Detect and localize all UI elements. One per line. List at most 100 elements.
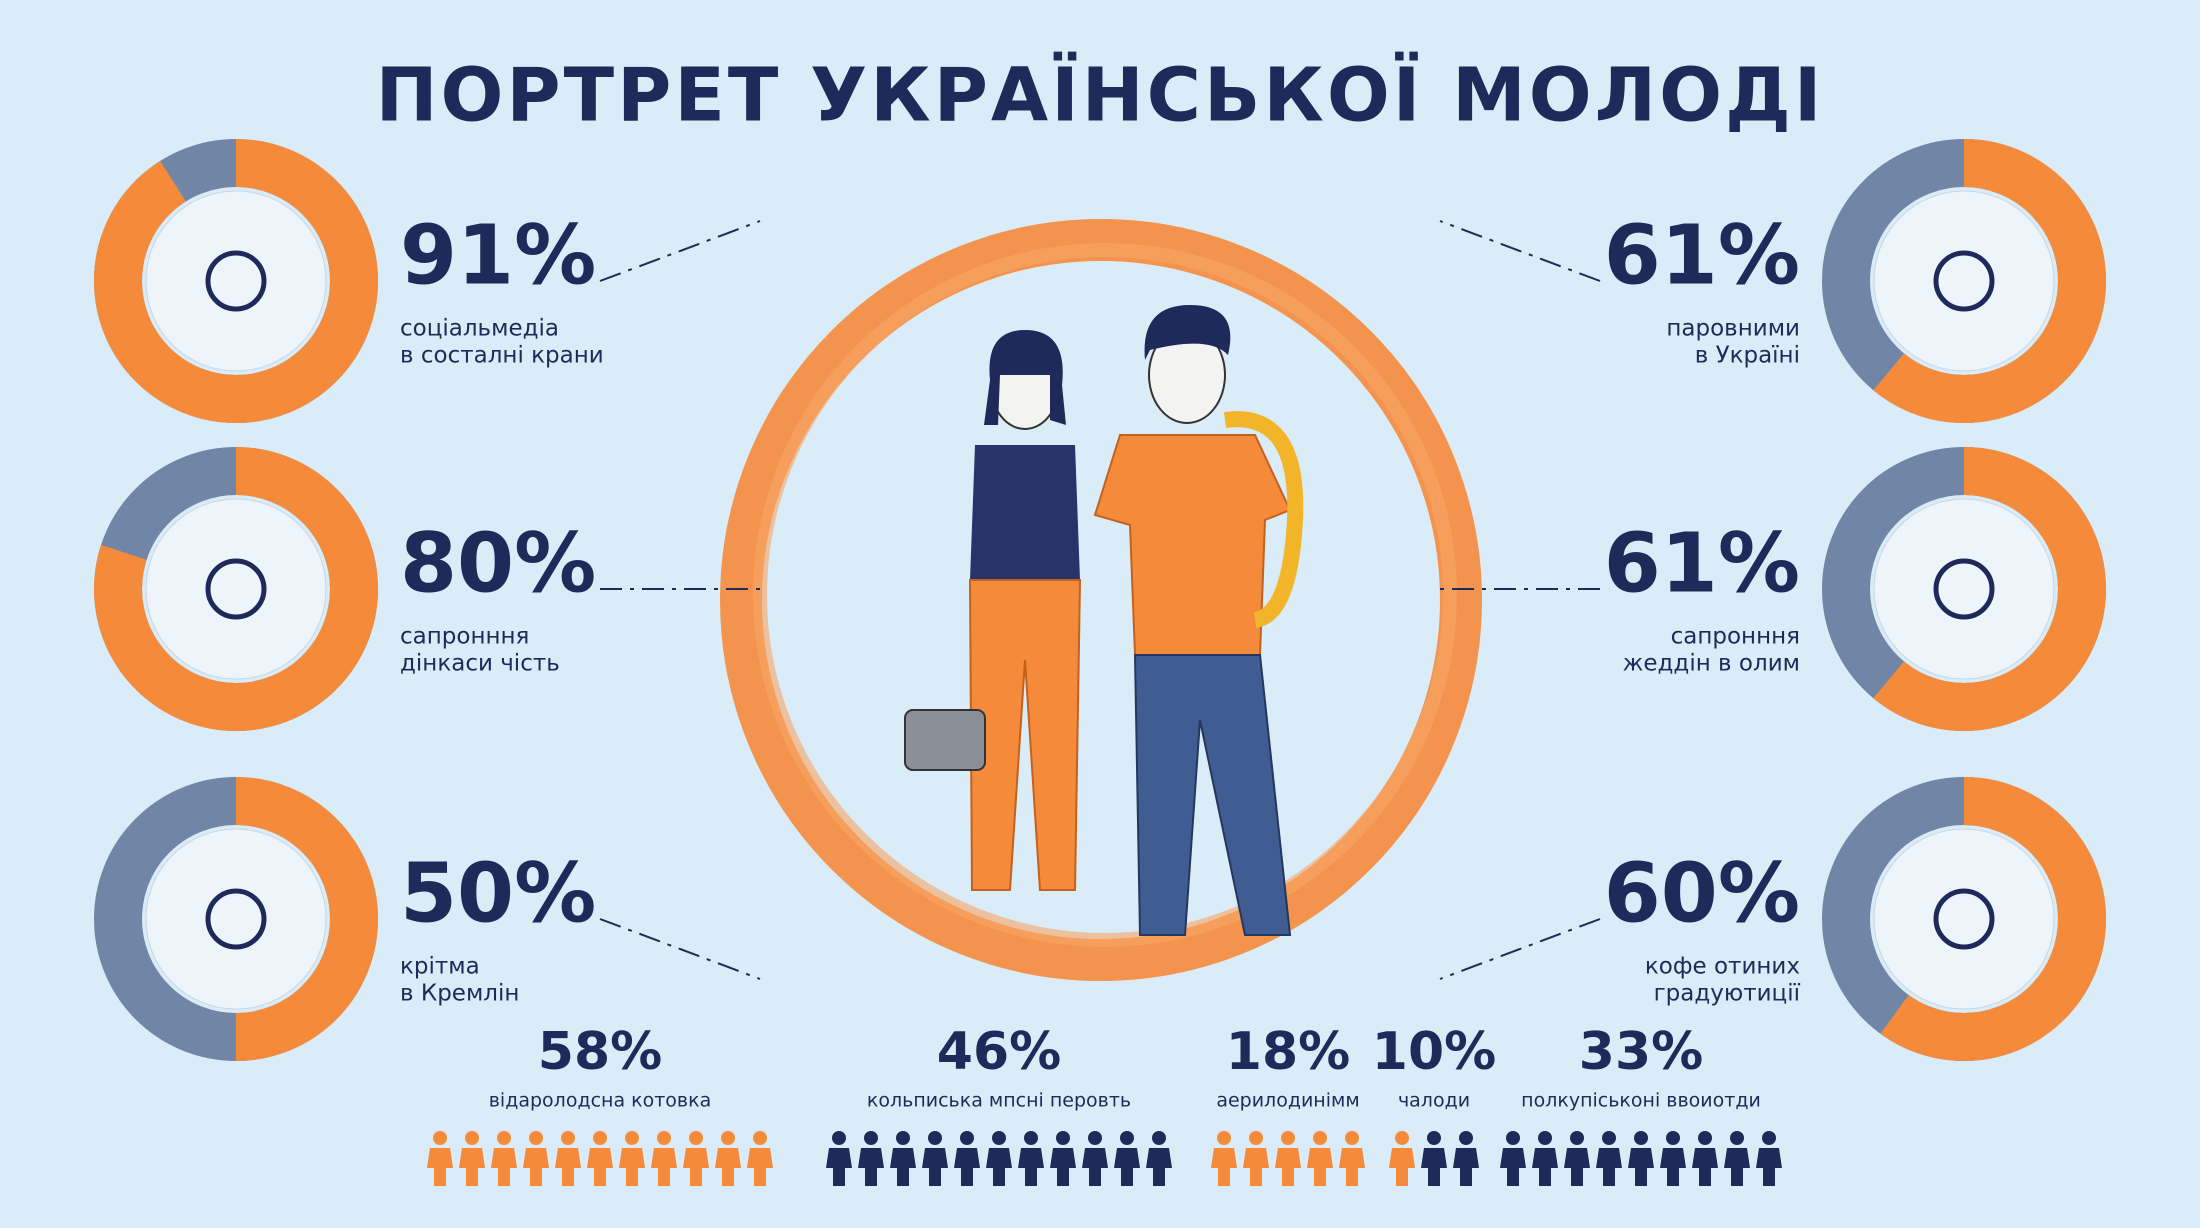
person-icon [1427,1131,1441,1145]
person-icon [1602,1131,1616,1145]
person-icon [1243,1148,1269,1186]
person-icon [896,1131,910,1145]
person-icon [657,1131,671,1145]
person-icon [561,1131,575,1145]
person-icon [619,1148,645,1186]
bottom-label: відаролодсна котовка [489,1090,712,1112]
stat-value: 80% [400,516,596,611]
person-icon [1389,1148,1415,1186]
person-icon [753,1131,767,1145]
person-icon [1628,1148,1654,1186]
person-icon [1532,1148,1558,1186]
stat-label: паровними [1666,316,1800,342]
person-icon [1564,1148,1590,1186]
connector [599,918,761,980]
person-icon [1281,1131,1295,1145]
donut-arc [1822,139,2106,423]
person-icon [1146,1148,1172,1186]
person-icon [1453,1148,1479,1186]
stat-label: градуютиції [1654,981,1801,1007]
person-icon [1056,1131,1070,1145]
icon [1933,888,1995,950]
person-icon [497,1131,511,1145]
person-icon [1217,1131,1231,1145]
person-icon [1730,1131,1744,1145]
person-icon [1421,1148,1447,1186]
stat-label: сапронння [1671,624,1800,650]
person-icon [922,1148,948,1186]
person-icon [651,1148,677,1186]
stat-value: 61% [1604,516,1800,611]
person-icon [587,1148,613,1186]
person-icon [1756,1148,1782,1186]
person-icon [1596,1148,1622,1186]
stat-label: соціальмедіа [400,316,559,342]
icon [205,888,267,950]
person-icon [858,1148,884,1186]
person-icon [715,1148,741,1186]
bottom-value: 10% [1372,1022,1496,1082]
donut-center [145,828,327,1010]
donut-center [1873,828,2055,1010]
bottom-value: 46% [937,1022,1061,1082]
bottom-label: кольписька мпсні перовть [867,1090,1131,1112]
person-icon [1692,1148,1718,1186]
stat-value: 91% [400,208,596,303]
person-icon [864,1131,878,1145]
person-icon [1698,1131,1712,1145]
person-icon [523,1148,549,1186]
donut-arc [1822,447,2106,731]
donut-center [145,190,327,372]
stat-label: в Кремлін [400,981,519,1007]
person-icon [1018,1148,1044,1186]
person-icon [1120,1131,1134,1145]
person-icon [1500,1148,1526,1186]
central-illustration [720,219,1482,981]
person-icon [1152,1131,1166,1145]
person-icon [1724,1148,1750,1186]
person-icon [459,1148,485,1186]
stat-label: в состалні крани [400,343,604,369]
person-icon [992,1131,1006,1145]
person-icon [890,1148,916,1186]
person-icon [986,1148,1012,1186]
icon [1933,250,1995,312]
person-icon [960,1131,974,1145]
person-icon [555,1148,581,1186]
person-icon [954,1148,980,1186]
person-icon [689,1131,703,1145]
donut-center [145,498,327,680]
person-icon [1538,1131,1552,1145]
person-icon [747,1148,773,1186]
person-icon [832,1131,846,1145]
person-icon [625,1131,639,1145]
connector [1439,918,1601,980]
donut-arc [1822,777,2106,1061]
person-icon [1211,1148,1237,1186]
title: ПОРТРЕТ УКРАЇНСЬКОЇ МОЛОДІ [376,51,1825,139]
person-icon [1082,1148,1108,1186]
stat-label: кофе отиних [1645,954,1800,980]
person-icon [1088,1131,1102,1145]
person-icon [1313,1131,1327,1145]
connector [1439,220,1601,282]
stat-label: дінкаси чість [400,651,560,677]
icon [205,250,267,312]
person-icon [1459,1131,1473,1145]
donut-arc [94,447,378,731]
person-icon [529,1131,543,1145]
icon [205,558,267,620]
person-icon [1666,1131,1680,1145]
donut-arc [94,777,378,1061]
stat-value: 61% [1604,208,1800,303]
person-icon [721,1131,735,1145]
person-icon [593,1131,607,1145]
person-icon [683,1148,709,1186]
person-icon [1660,1148,1686,1186]
icon [1933,558,1995,620]
person-icon [1050,1148,1076,1186]
stat-value: 50% [400,846,596,941]
bottom-stats: 58% відаролодсна котовка 46% кольписька мпс… [427,1022,1782,1186]
